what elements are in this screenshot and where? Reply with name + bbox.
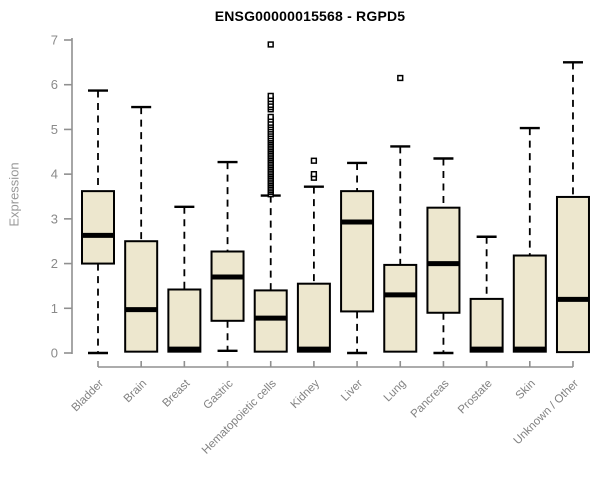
box-liver — [340, 161, 375, 355]
y-tick-label: 3 — [51, 211, 58, 226]
iqr-box — [340, 190, 375, 313]
iqr-box — [124, 240, 159, 353]
x-category-label-hematopoietic-cells: Hematopoietic cells — [200, 377, 279, 456]
x-category-label-lung: Lung — [382, 378, 409, 405]
x-category-label-liver: Liver — [339, 378, 365, 404]
iqr-box — [512, 254, 547, 353]
outlier-point — [397, 74, 404, 82]
y-tick-label: 4 — [51, 167, 58, 182]
box-lung — [383, 74, 418, 353]
x-category-label-prostate: Prostate — [456, 378, 495, 417]
box-gastric — [210, 160, 245, 352]
box-breast — [167, 205, 202, 353]
y-tick-label: 6 — [51, 77, 58, 92]
y-tick-label: 0 — [51, 346, 58, 361]
y-tick-label: 1 — [51, 301, 58, 316]
iqr-box — [167, 288, 202, 353]
iqr-box — [555, 195, 590, 354]
y-tick-label: 7 — [51, 33, 58, 48]
x-category-label-gastric: Gastric — [201, 377, 235, 411]
outlier-point — [267, 92, 274, 100]
x-category-label-bladder: Bladder — [70, 378, 107, 415]
y-tick-label: 2 — [51, 256, 58, 271]
y-tick-label: 5 — [51, 122, 58, 137]
box-hematopoietic-cells — [253, 41, 288, 353]
box-brain — [124, 105, 159, 353]
iqr-box — [81, 190, 115, 265]
x-category-label-skin: Skin — [514, 378, 538, 402]
box-prostate — [469, 235, 504, 353]
outlier-point — [310, 170, 318, 178]
iqr-box — [383, 263, 418, 353]
x-category-label-brain: Brain — [122, 378, 149, 405]
outlier-point — [267, 113, 274, 121]
x-category-label-kidney: Kidney — [289, 377, 323, 411]
x-category-label-breast: Breast — [160, 377, 193, 410]
iqr-box — [210, 250, 245, 322]
chart-title: ENSG00000015568 - RGPD5 — [214, 8, 406, 24]
box-unknown-other — [555, 61, 590, 354]
iqr-box — [296, 282, 331, 353]
y-axis: 0 1 2 3 4 5 6 7 — [51, 33, 73, 361]
box-bladder — [81, 89, 115, 355]
outlier-point — [310, 157, 318, 164]
x-category-label-pancreas: Pancreas — [409, 377, 452, 420]
box-pancreas — [426, 157, 461, 355]
iqr-box — [469, 297, 504, 353]
box-skin — [512, 126, 547, 353]
iqr-box — [426, 206, 461, 314]
iqr-box — [253, 289, 288, 353]
box-kidney — [296, 157, 331, 353]
outlier-point — [267, 41, 274, 48]
